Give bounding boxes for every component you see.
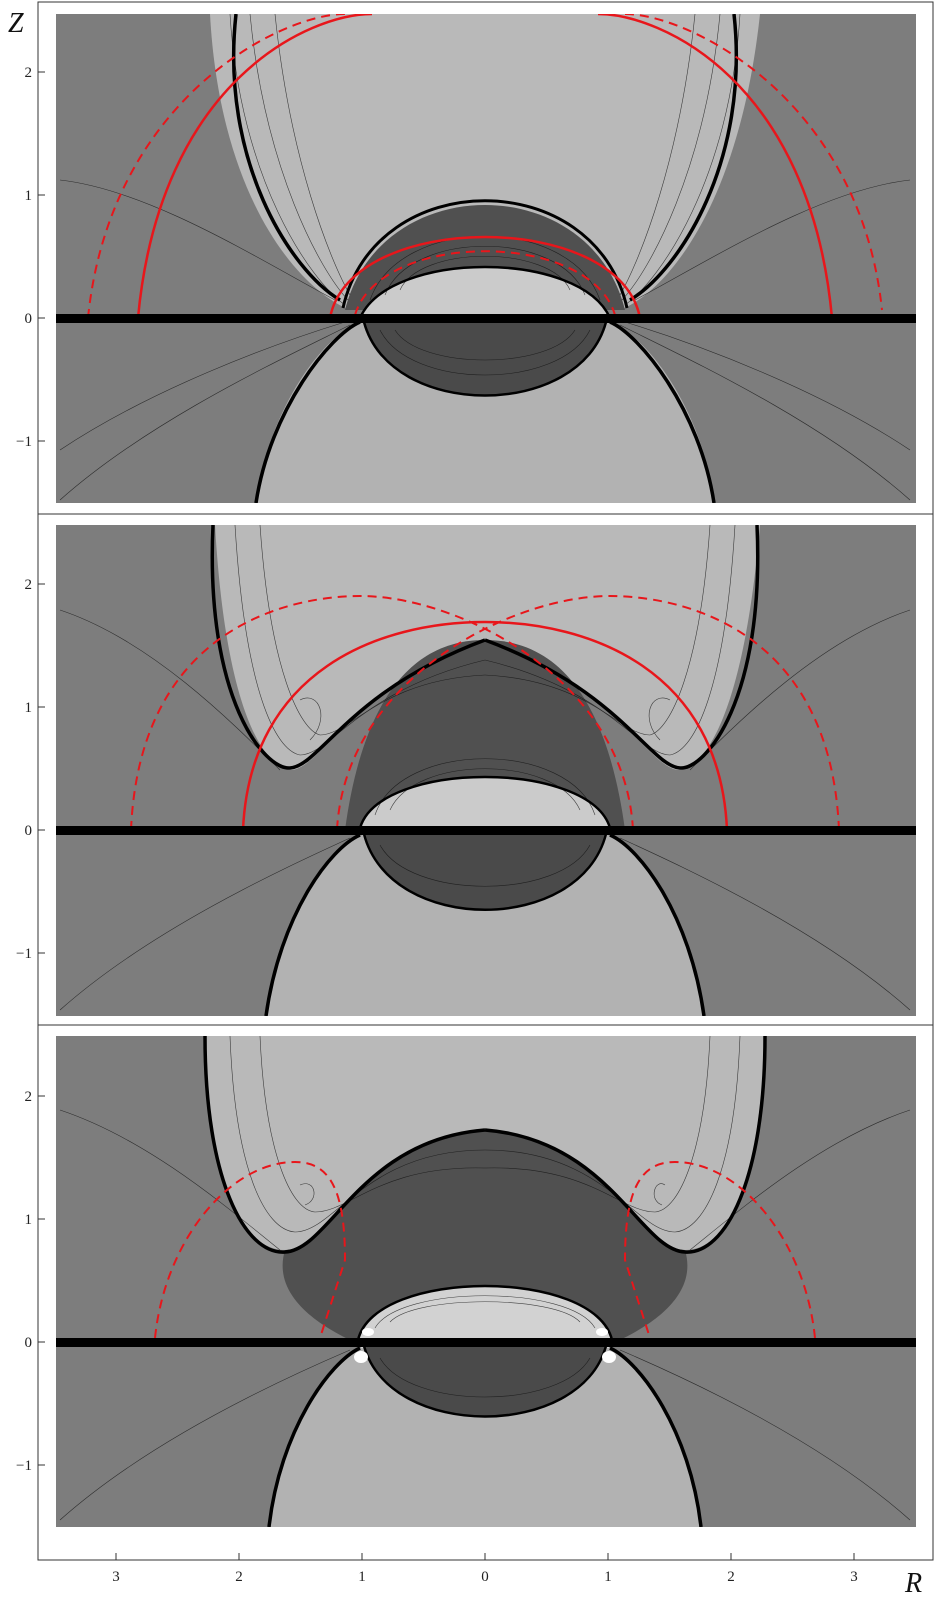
- light-lower-region: [256, 322, 715, 503]
- thick-lens-top: [341, 199, 629, 309]
- tick-layer: 2 1 0 −1 2 1 0 −1 2 1 0 −1 3 2 1 0 1 2 3: [16, 65, 858, 1585]
- y-tick-label: 0: [25, 823, 33, 839]
- panel-middle: [56, 525, 916, 1016]
- thick-separatrix-right: [629, 14, 739, 302]
- light-lens-upper: [358, 1586, 612, 1602]
- panel-bottom: [56, 1036, 916, 1602]
- singularity-left-upper: [362, 1328, 374, 1336]
- y-tick-label: −1: [16, 946, 32, 962]
- light-lens: [360, 267, 610, 318]
- y-axis-title: Z: [8, 8, 24, 39]
- contour-lines: [59, 1036, 911, 1521]
- dark-lens: [345, 640, 625, 830]
- equatorial-plane: [56, 1338, 916, 1347]
- equatorial-plane: [56, 826, 916, 835]
- dark-lower-lens: [364, 1346, 606, 1417]
- thick-lens-light: [358, 265, 612, 319]
- thick-separatrix-right: [484, 1036, 767, 1254]
- red-dashed-right: [336, 594, 840, 831]
- y-tick-label: 1: [25, 1212, 33, 1228]
- red-solid: [241, 620, 729, 831]
- red-dashed-left: [154, 1160, 347, 1339]
- panel-top: [56, 14, 916, 503]
- red-dashed-inner: [354, 250, 616, 316]
- contour-lines: [59, 525, 911, 1011]
- y-tick-label: 1: [25, 700, 33, 716]
- thick-lower-lens: [362, 1345, 608, 1418]
- thick-lens-light: [358, 775, 612, 829]
- thick-separatrix-right: [484, 525, 760, 770]
- light-bowl: [205, 1036, 765, 1250]
- red-solid-inner: [328, 235, 642, 319]
- thick-lens-light: [356, 1284, 614, 1341]
- light-lower-region: [266, 835, 704, 1016]
- thick-outer-lower-right: [609, 1346, 703, 1527]
- thick-outer-lower-right: [609, 833, 706, 1016]
- thick-separatrix-left: [203, 1036, 486, 1254]
- y-tick-label: −1: [16, 1458, 32, 1474]
- light-lens: [360, 777, 610, 828]
- x-tick-label: 1: [604, 1569, 612, 1585]
- light-lower-region: [269, 1348, 701, 1527]
- equatorial-plane: [56, 314, 916, 323]
- red-dashed-right: [623, 1160, 816, 1339]
- x-tick-label: 0: [481, 1569, 489, 1585]
- light-lens-shape: [358, 1286, 612, 1340]
- x-tick-label: 2: [727, 1569, 735, 1585]
- red-dashed-outer: [87, 14, 883, 319]
- x-tick-label: 3: [112, 1569, 120, 1585]
- x-tick-label: 3: [850, 1569, 858, 1585]
- thick-outer-lower-left: [254, 320, 361, 503]
- y-tick-label: 1: [25, 188, 33, 204]
- y-tick-label: 0: [25, 1335, 33, 1351]
- red-dashed-left: [130, 594, 634, 831]
- singularity-left: [354, 1351, 368, 1363]
- x-axis-title: R: [904, 1568, 922, 1599]
- y-tick-label: 2: [25, 65, 33, 81]
- y-tick-label: 2: [25, 577, 33, 593]
- y-tick-label: 2: [25, 1089, 33, 1105]
- dark-region: [282, 1130, 688, 1340]
- thick-separatrix-left: [210, 525, 486, 770]
- dark-lower-lens: [364, 322, 606, 396]
- y-tick-label: 0: [25, 311, 33, 327]
- singularity-right-upper: [596, 1328, 608, 1336]
- singularity-right: [602, 1351, 616, 1363]
- light-bowl: [215, 525, 760, 770]
- thick-outer-lower-right: [609, 320, 716, 503]
- y-tick-label: −1: [16, 434, 32, 450]
- light-bowl: [210, 14, 760, 310]
- dark-lower-lens: [364, 834, 606, 910]
- thick-outer-lower-left: [264, 833, 361, 1016]
- x-tick-label: 2: [235, 1569, 243, 1585]
- thick-lower-lens: [362, 321, 608, 397]
- thick-separatrix-left: [231, 14, 341, 302]
- red-solid-outer: [136, 14, 834, 319]
- thick-lower-lens: [362, 833, 608, 911]
- thick-outer-lower-left: [267, 1346, 361, 1527]
- x-tick-label: 1: [358, 1569, 366, 1585]
